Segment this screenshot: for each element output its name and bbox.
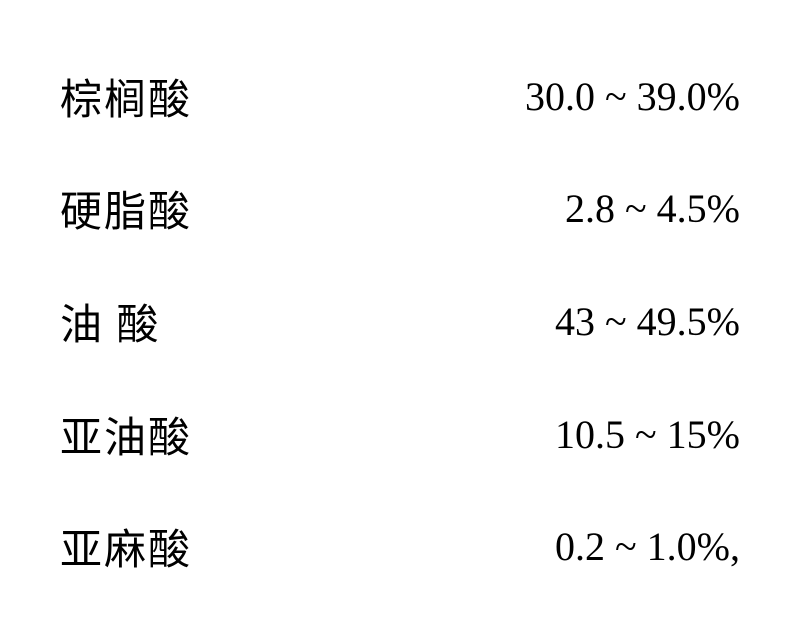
row-value: 30.0 ~ 39.0% (525, 73, 740, 120)
row-label: 油 酸 (60, 291, 161, 352)
row-label: 亚麻酸 (60, 516, 192, 577)
table-row: 亚麻酸 0.2 ~ 1.0%, (60, 516, 740, 577)
row-value: 43 ~ 49.5% (555, 298, 740, 345)
table-row: 棕榈酸 30.0 ~ 39.0% (60, 66, 740, 127)
composition-table: 棕榈酸 30.0 ~ 39.0% 硬脂酸 2.8 ~ 4.5% 油 酸 43 ~… (60, 40, 740, 603)
row-label: 硬脂酸 (60, 178, 192, 239)
row-label: 亚油酸 (60, 404, 192, 465)
table-row: 亚油酸 10.5 ~ 15% (60, 404, 740, 465)
row-value: 0.2 ~ 1.0%, (555, 523, 740, 570)
table-row: 硬脂酸 2.8 ~ 4.5% (60, 178, 740, 239)
table-row: 油 酸 43 ~ 49.5% (60, 291, 740, 352)
row-value: 2.8 ~ 4.5% (565, 185, 740, 232)
row-label: 棕榈酸 (60, 66, 192, 127)
row-value: 10.5 ~ 15% (555, 411, 740, 458)
